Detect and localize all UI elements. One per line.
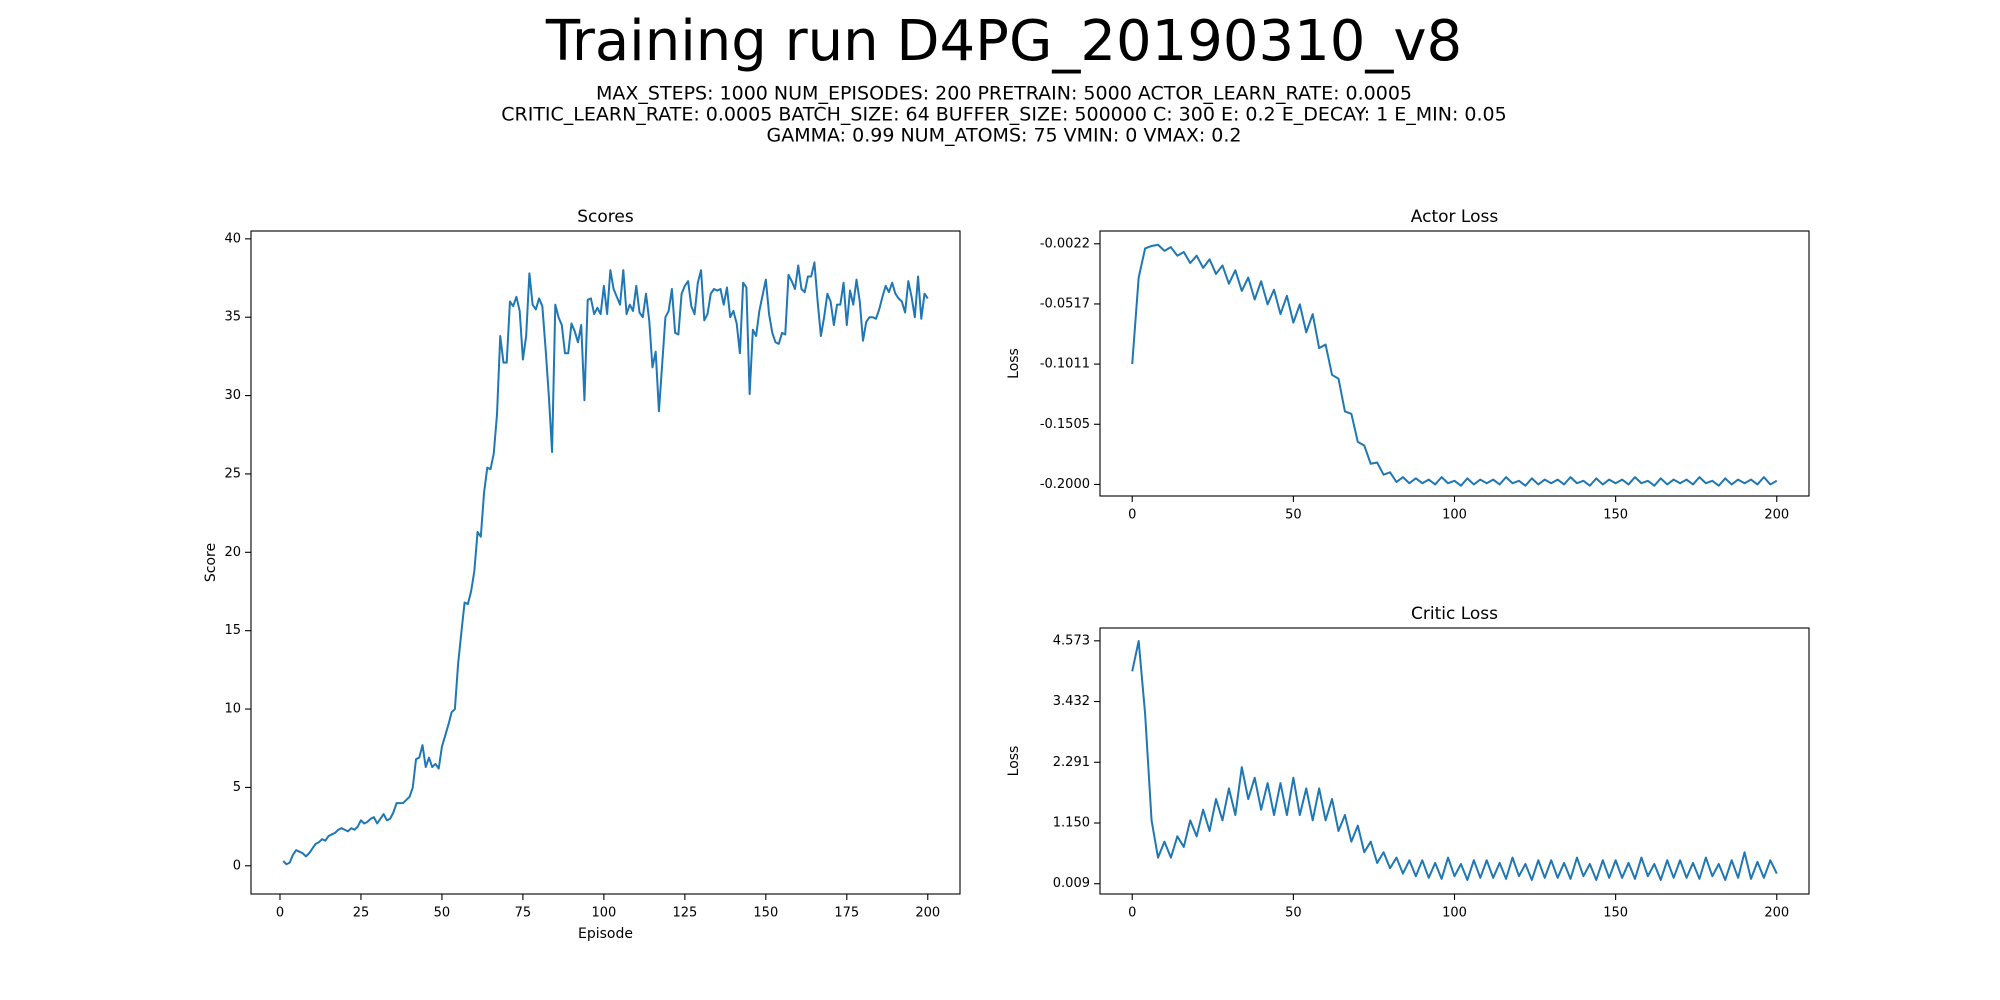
- y-tick-label: 40: [224, 231, 241, 246]
- axes-frame: [250, 230, 961, 895]
- y-tick-label: 5: [233, 780, 241, 795]
- x-tick-label: 100: [1442, 906, 1467, 921]
- x-tick-label: 100: [1442, 508, 1467, 523]
- axes-title: Critic Loss: [1411, 604, 1498, 624]
- x-tick-label: 150: [1603, 508, 1628, 523]
- y-tick-label: -0.1011: [1040, 357, 1090, 372]
- y-tick-label: 1.150: [1053, 816, 1090, 831]
- x-tick-label: 200: [1764, 906, 1789, 921]
- suptitle: Training run D4PG_20190310_v8: [545, 9, 1462, 74]
- subtitle-line: CRITIC_LEARN_RATE: 0.0005 BATCH_SIZE: 64…: [501, 104, 1506, 126]
- subtitle-line: MAX_STEPS: 1000 NUM_EPISODES: 200 PRETRA…: [596, 83, 1412, 105]
- x-tick-label: 75: [515, 906, 532, 921]
- y-tick-label: 3.432: [1053, 694, 1090, 709]
- y-axis-label: Loss: [1006, 348, 1022, 379]
- x-tick-label: 175: [834, 906, 859, 921]
- y-tick-label: 25: [224, 466, 241, 481]
- axes-title: Scores: [577, 207, 634, 227]
- y-tick-label: 10: [224, 702, 241, 717]
- x-tick-label: 0: [1128, 906, 1136, 921]
- x-tick-label: 125: [672, 906, 697, 921]
- x-tick-label: 0: [1128, 508, 1136, 523]
- subtitle-line: GAMMA: 0.99 NUM_ATOMS: 75 VMIN: 0 VMAX: …: [767, 125, 1242, 147]
- x-axis-label: Episode: [578, 926, 633, 942]
- data-line: [1131, 639, 1778, 881]
- y-tick-label: 30: [224, 388, 241, 403]
- y-tick-label: -0.0022: [1040, 236, 1090, 251]
- data-line: [282, 261, 929, 866]
- y-axis-label: Loss: [1006, 746, 1022, 777]
- x-tick-label: 150: [753, 906, 778, 921]
- x-tick-label: 25: [353, 906, 370, 921]
- x-tick-label: 200: [915, 906, 940, 921]
- x-tick-label: 50: [1285, 906, 1302, 921]
- axes-title: Actor Loss: [1411, 207, 1499, 227]
- y-tick-label: 20: [224, 545, 241, 560]
- y-tick-label: 2.291: [1053, 755, 1090, 770]
- y-tick-label: 0: [233, 858, 241, 873]
- x-tick-label: 200: [1764, 508, 1789, 523]
- axes-frame: [1099, 627, 1810, 895]
- x-tick-label: 0: [276, 906, 284, 921]
- y-tick-label: 15: [224, 623, 241, 638]
- axes-frame: [1099, 230, 1810, 497]
- x-tick-label: 150: [1603, 906, 1628, 921]
- y-tick-label: 0.009: [1053, 876, 1090, 891]
- x-tick-label: 50: [434, 906, 451, 921]
- data-line: [1131, 243, 1778, 487]
- x-tick-label: 100: [591, 906, 616, 921]
- y-axis-label: Score: [203, 543, 219, 582]
- y-tick-label: -0.0517: [1040, 296, 1090, 311]
- y-tick-label: 35: [224, 310, 241, 325]
- y-tick-label: -0.2000: [1040, 477, 1090, 492]
- y-tick-label: -0.1505: [1040, 417, 1090, 432]
- x-tick-label: 50: [1285, 508, 1302, 523]
- y-tick-label: 4.573: [1053, 633, 1090, 648]
